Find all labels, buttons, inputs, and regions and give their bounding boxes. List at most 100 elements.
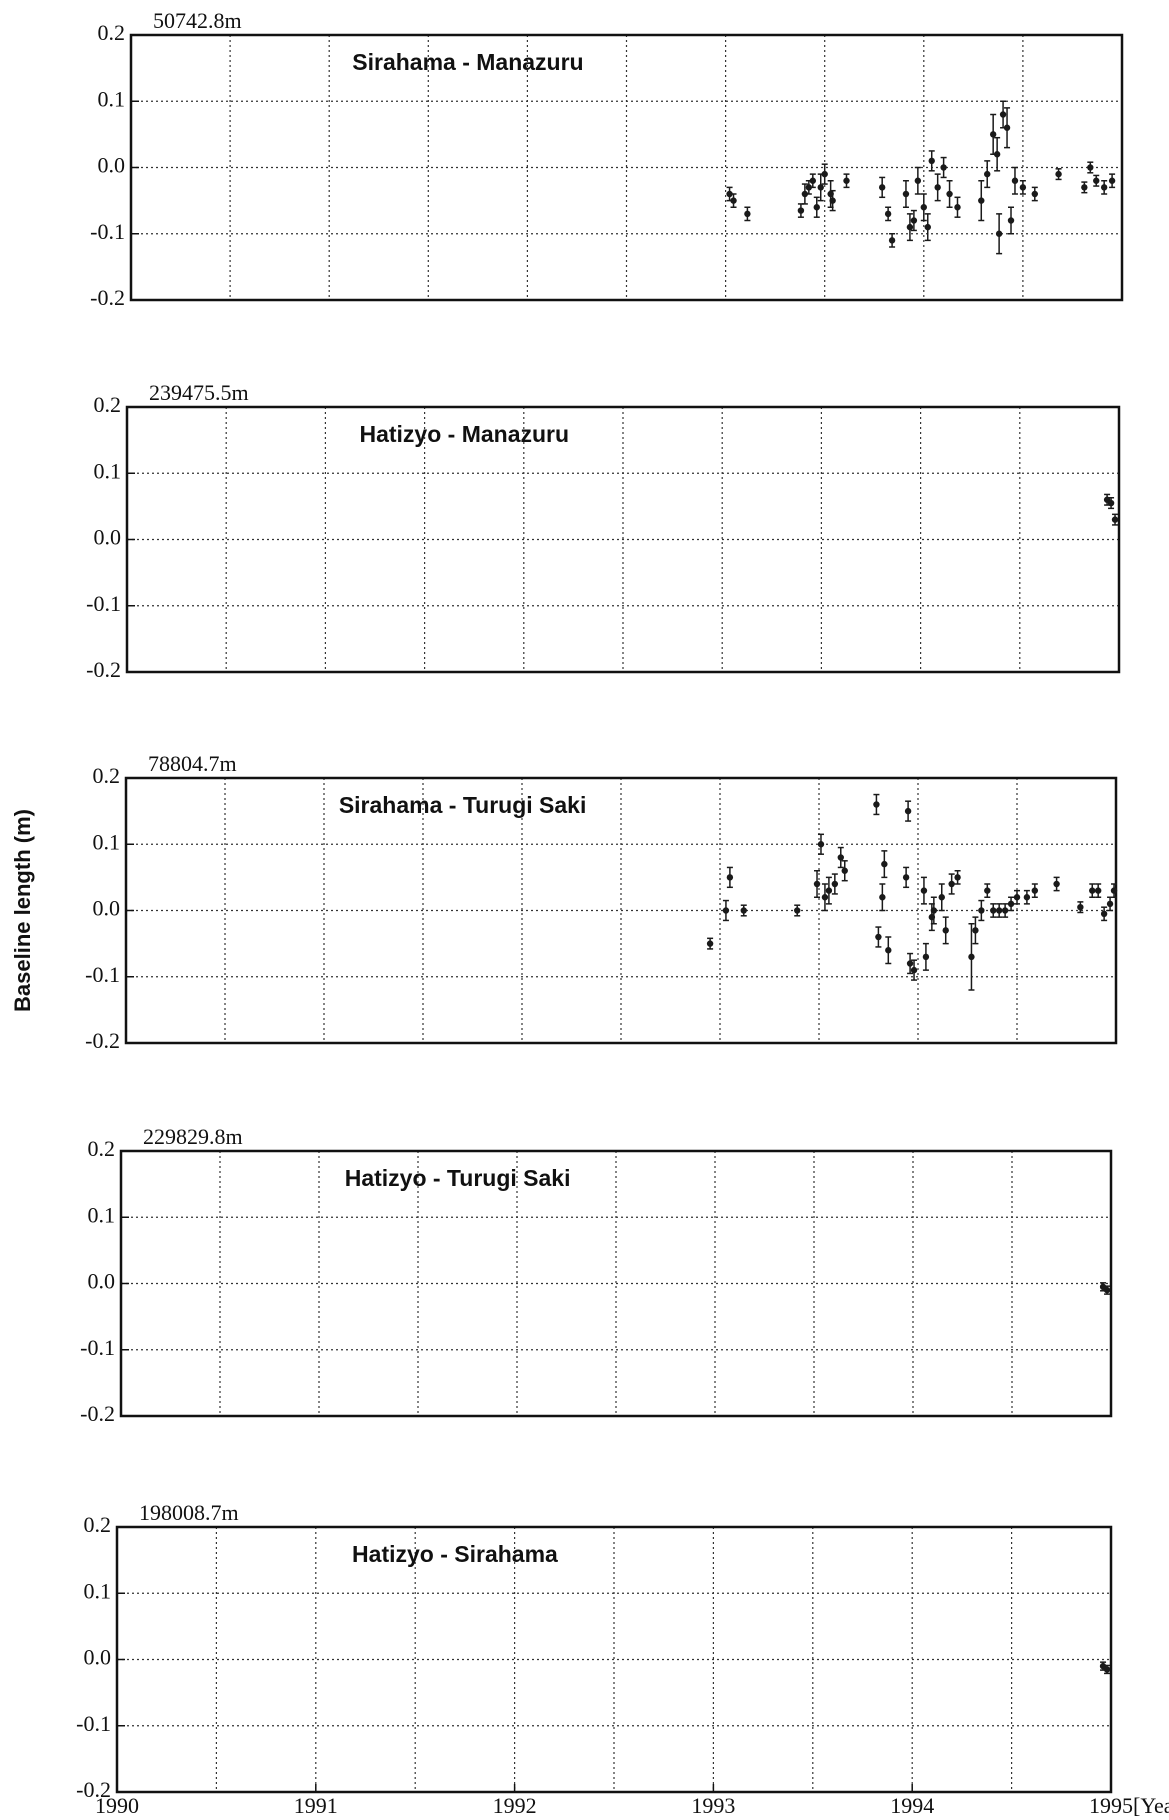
data-point [740,907,747,914]
y-tick-label: -0.1 [76,1711,111,1736]
data-point [978,197,985,204]
y-tick-label: -0.2 [85,1028,120,1053]
data-point [881,860,888,868]
data-point [1100,910,1108,918]
panel-title: Hatizyo - Turugi Saki [345,1165,571,1191]
data-point [1107,499,1115,507]
y-tick-label: -0.2 [86,657,121,682]
y-tick-label: 0.1 [88,1202,116,1227]
data-point [817,841,825,848]
x-tick-label: 1994 [890,1793,934,1818]
data-point [1094,887,1102,894]
data-point [954,204,961,211]
y-tick-label: 0.0 [93,896,121,921]
data-point [1055,170,1062,178]
plot-frame [115,1525,1113,1794]
y-tick-label: -0.2 [80,1401,115,1426]
data-point [821,894,829,901]
y-tick-label: 0.0 [98,153,126,178]
y-tick-label: 0.2 [88,1136,116,1161]
x-tick-label: 1993 [691,1793,735,1818]
data-point [928,157,935,165]
data-point [954,874,961,881]
y-tick-label: -0.2 [76,1777,111,1802]
data-point [1013,894,1021,901]
data-point [1089,887,1096,894]
y-tick-label: -0.1 [85,962,120,987]
data-point [984,887,991,894]
data-point [813,880,821,888]
panel-title: Sirahama - Manazuru [352,49,583,75]
data-point [914,177,922,184]
data-point [995,230,1003,237]
data-point [910,217,918,224]
plot-frame [119,1149,1113,1418]
data-point [906,960,914,967]
data-point [1007,900,1015,908]
data-point [904,807,912,815]
data-point [920,204,927,211]
data-point [1011,177,1019,184]
data-point [972,927,979,934]
plot-frame [129,33,1124,302]
data-point [948,880,955,888]
y-tick-label: 0.2 [93,763,121,788]
y-tick-label: 0.1 [84,1578,112,1603]
data-point [1087,164,1094,171]
data-point [930,907,938,914]
data-point [1003,124,1011,131]
data-point [879,894,886,901]
data-point [993,151,1001,158]
data-point [995,907,1003,914]
data-point [797,207,805,214]
data-point [920,887,928,894]
data-point [875,933,882,941]
data-point [841,867,848,874]
data-point [726,874,734,881]
data-point [817,184,824,191]
data-point [942,927,949,934]
y-tick-label: 0.0 [84,1645,112,1670]
data-point [902,874,910,881]
data-point [744,210,751,218]
y-tick-label: -0.1 [86,591,121,616]
data-point [934,184,941,191]
baseline-annotation: 198008.7m [139,1500,239,1525]
y-tick-label: -0.2 [90,285,125,310]
data-point [999,111,1007,118]
data-point [843,177,850,184]
data-point [978,907,985,914]
data-point [888,237,896,244]
data-point [1110,887,1118,894]
data-point [837,854,844,861]
data-point [1019,184,1027,191]
y-axis-label: Baseline length (m) [10,809,35,1012]
data-point [902,190,910,198]
data-point [984,170,991,178]
data-point [1023,894,1031,901]
plot-frame [125,405,1121,674]
data-point [805,184,813,191]
y-tick-label: 0.1 [98,86,126,111]
y-tick-label: 0.2 [94,392,122,417]
data-point [940,164,947,171]
y-tick-label: 0.0 [88,1269,116,1294]
x-tick-label: 1995[Year] [1089,1793,1169,1818]
panel-title: Hatizyo - Manazuru [359,421,569,447]
plot-frame [124,776,1118,1045]
data-point [1007,217,1015,224]
data-point [1106,900,1114,908]
baseline-annotation: 229829.8m [143,1124,243,1149]
data-point [1111,516,1119,523]
data-point [878,184,886,191]
data-point [873,801,880,808]
data-point [1001,907,1009,914]
data-point [1053,880,1060,888]
data-point [1108,177,1116,184]
x-tick-label: 1992 [493,1793,537,1818]
data-point [1103,1666,1111,1673]
data-point [1103,1286,1111,1294]
panel-title: Hatizyo - Sirahama [352,1541,558,1567]
data-point [924,223,931,231]
